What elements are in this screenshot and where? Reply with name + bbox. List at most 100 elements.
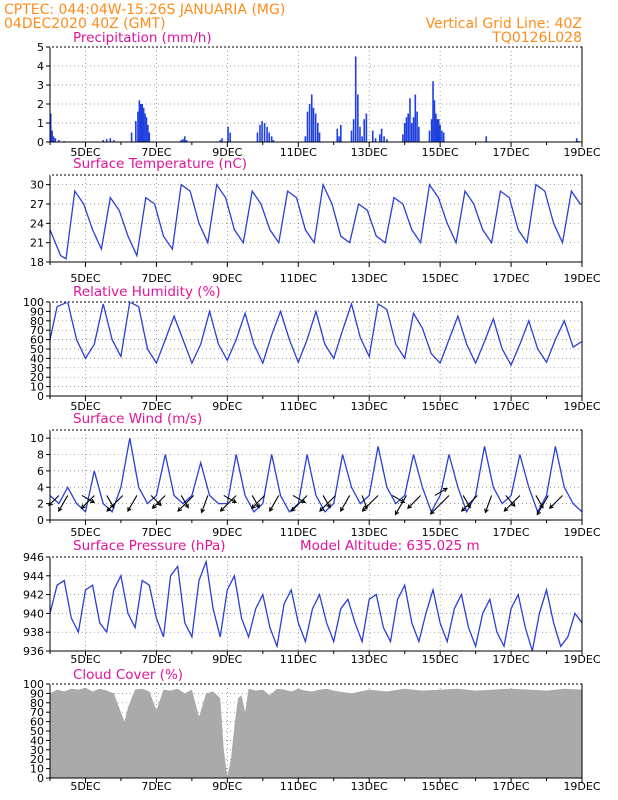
wind-arrow bbox=[319, 495, 336, 512]
x-tick-label: 7DEC bbox=[141, 526, 171, 539]
precip-bar bbox=[336, 128, 339, 142]
wind-arrow bbox=[484, 495, 493, 514]
precip-bar bbox=[52, 136, 55, 142]
x-tick-label: 13DEC bbox=[351, 272, 388, 285]
precip-bar bbox=[268, 132, 270, 142]
y-tick-label: 10 bbox=[30, 381, 44, 394]
precip-bar bbox=[437, 119, 440, 142]
precip-bar bbox=[316, 123, 319, 142]
x-tick-label: 11DEC bbox=[280, 146, 317, 159]
precip-bar bbox=[183, 136, 186, 142]
panel-title: Surface Temperature (nC) bbox=[73, 156, 247, 172]
y-tick-label: 100 bbox=[23, 296, 44, 309]
precip-bar bbox=[113, 140, 115, 142]
y-tick-label: 10 bbox=[30, 432, 44, 445]
x-tick-label: 17DEC bbox=[493, 146, 530, 159]
y-tick-label: 0 bbox=[37, 514, 44, 527]
y-tick-label: 30 bbox=[30, 362, 44, 375]
wind-arrow bbox=[106, 495, 124, 512]
y-tick-label: 20 bbox=[30, 371, 44, 384]
y-tick-label: 0 bbox=[37, 772, 44, 785]
x-tick-label: 9DEC bbox=[212, 780, 242, 793]
y-tick-label: 940 bbox=[23, 607, 44, 620]
panel-4: 0 2 4 6 8 10 5DEC 7DEC 9DEC 11DEC 13DEC 15DEC 17DEC 1… bbox=[30, 411, 601, 539]
x-tick-label: 19DEC bbox=[563, 780, 600, 793]
precip-bar bbox=[266, 126, 268, 142]
precip-bar bbox=[575, 138, 578, 142]
wind-arrow bbox=[407, 495, 422, 509]
x-tick-label: 11DEC bbox=[280, 780, 317, 793]
y-tick-label: 27 bbox=[30, 198, 44, 211]
x-tick-label: 13DEC bbox=[351, 780, 388, 793]
x-tick-label: 19DEC bbox=[563, 272, 600, 285]
y-tick-label: 4 bbox=[37, 60, 44, 73]
precip-bar bbox=[229, 132, 231, 142]
precip-bar bbox=[428, 130, 431, 142]
precip-bar bbox=[221, 138, 223, 142]
precip-bar bbox=[49, 113, 52, 142]
precip-bar bbox=[272, 140, 275, 142]
panel-title: Surface Pressure (hPa) bbox=[73, 538, 226, 554]
panel-frame bbox=[49, 556, 583, 652]
wind-arrow bbox=[461, 495, 478, 512]
x-tick-label: 13DEC bbox=[351, 400, 388, 413]
y-tick-label: 20 bbox=[30, 753, 44, 766]
wind-arrow bbox=[200, 495, 209, 514]
y-tick-label: 0 bbox=[37, 390, 44, 403]
precip-bar bbox=[54, 138, 57, 142]
header-code: TQ0126L028 bbox=[491, 30, 582, 46]
x-tick-label: 9DEC bbox=[212, 653, 242, 666]
precip-bar bbox=[403, 123, 406, 142]
wind-arrow bbox=[269, 495, 280, 513]
header-grid-note: Vertical Grid Line: 40Z bbox=[426, 16, 582, 32]
x-tick-label: 15DEC bbox=[422, 653, 459, 666]
precip-bar bbox=[338, 136, 340, 142]
y-tick-label: 21 bbox=[30, 237, 44, 250]
panel-5: 936 938 940 942 944 946 5DEC 7DEC 9DEC 11DEC 13DEC… bbox=[23, 538, 601, 666]
precip-bar bbox=[409, 98, 411, 142]
precip-bar bbox=[371, 130, 374, 142]
x-tick-label: 7DEC bbox=[141, 400, 171, 413]
wind-arrow bbox=[219, 495, 237, 512]
x-tick-label: 19DEC bbox=[563, 400, 600, 413]
panel-title: Surface Wind (m/s) bbox=[73, 411, 202, 427]
precip-bar bbox=[51, 130, 53, 142]
wind-arrow bbox=[394, 495, 407, 516]
precip-bar bbox=[139, 104, 142, 142]
precip-bar bbox=[263, 123, 266, 142]
precip-bar bbox=[105, 139, 108, 142]
precip-bar bbox=[304, 136, 307, 142]
series-line bbox=[49, 438, 583, 514]
precip-bar bbox=[144, 113, 146, 142]
precip-bar bbox=[402, 134, 404, 142]
y-tick-label: 10 bbox=[30, 763, 44, 776]
panel-annotation: Model Altitude: 635.025 m bbox=[300, 538, 480, 554]
x-tick-label: 9DEC bbox=[212, 400, 242, 413]
wind-arrow bbox=[58, 495, 69, 513]
x-tick-label: 9DEC bbox=[212, 146, 242, 159]
precip-bar bbox=[314, 113, 317, 142]
x-tick-label: 5DEC bbox=[70, 653, 100, 666]
precip-bar bbox=[312, 107, 315, 142]
y-tick-label: 90 bbox=[30, 305, 44, 318]
wind-arrow bbox=[340, 495, 351, 513]
y-tick-label: 6 bbox=[37, 465, 44, 478]
precip-bar bbox=[308, 104, 311, 142]
x-tick-label: 9DEC bbox=[212, 526, 242, 539]
wind-arrow bbox=[223, 494, 237, 504]
wind-arrow bbox=[81, 494, 96, 504]
panel-title: Precipitation (mm/h) bbox=[73, 30, 212, 46]
y-tick-label: 70 bbox=[30, 706, 44, 719]
y-tick-label: 2 bbox=[37, 98, 44, 111]
y-tick-label: 0 bbox=[37, 136, 44, 149]
precip-bar bbox=[259, 124, 261, 142]
y-tick-label: 8 bbox=[37, 449, 44, 462]
wind-arrow bbox=[536, 495, 549, 516]
wind-arrow bbox=[180, 495, 189, 509]
x-tick-label: 7DEC bbox=[141, 146, 171, 159]
series-line bbox=[49, 182, 582, 260]
precip-bar bbox=[137, 111, 139, 142]
precip-bar bbox=[185, 140, 188, 142]
